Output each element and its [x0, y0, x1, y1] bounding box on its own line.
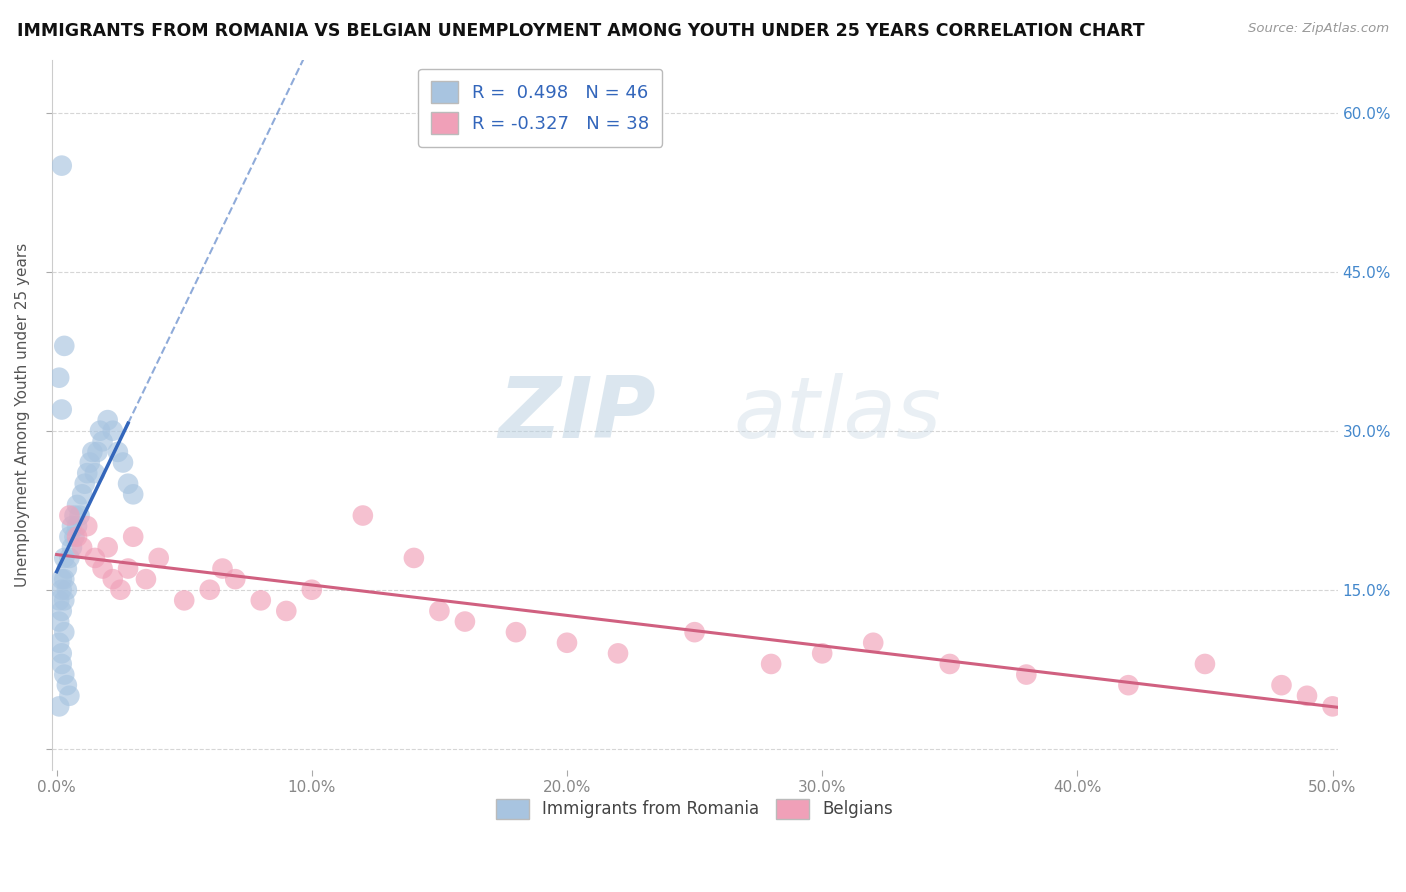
Point	[63, 530, 86, 544]
Point	[607, 646, 630, 660]
Point	[51, 402, 73, 417]
Point	[66, 519, 89, 533]
Point	[811, 646, 834, 660]
Point	[555, 636, 578, 650]
Point	[107, 445, 129, 459]
Point	[1296, 689, 1319, 703]
Text: IMMIGRANTS FROM ROMANIA VS BELGIAN UNEMPLOYMENT AMONG YOUTH UNDER 25 YEARS CORRE: IMMIGRANTS FROM ROMANIA VS BELGIAN UNEMP…	[17, 22, 1144, 40]
Point	[110, 582, 132, 597]
Point	[198, 582, 221, 597]
Point	[58, 530, 80, 544]
Point	[117, 561, 139, 575]
Point	[79, 456, 101, 470]
Point	[76, 519, 98, 533]
Point	[82, 445, 104, 459]
Point	[1322, 699, 1344, 714]
Point	[111, 456, 134, 470]
Point	[63, 508, 86, 523]
Point	[505, 625, 527, 640]
Point	[1118, 678, 1140, 692]
Text: Source: ZipAtlas.com: Source: ZipAtlas.com	[1249, 22, 1389, 36]
Point	[60, 541, 83, 555]
Point	[51, 582, 73, 597]
Point	[60, 519, 83, 533]
Point	[122, 530, 145, 544]
Y-axis label: Unemployment Among Youth under 25 years: Unemployment Among Youth under 25 years	[15, 243, 30, 587]
Text: ZIP: ZIP	[498, 373, 657, 457]
Point	[939, 657, 962, 671]
Point	[101, 572, 124, 586]
Point	[53, 625, 76, 640]
Point	[48, 615, 70, 629]
Point	[759, 657, 782, 671]
Point	[86, 445, 108, 459]
Point	[51, 604, 73, 618]
Point	[51, 646, 73, 660]
Point	[53, 593, 76, 607]
Point	[53, 339, 76, 353]
Point	[101, 424, 124, 438]
Point	[53, 550, 76, 565]
Point	[148, 550, 170, 565]
Point	[70, 541, 93, 555]
Point	[89, 424, 111, 438]
Legend: Immigrants from Romania, Belgians: Immigrants from Romania, Belgians	[489, 792, 900, 826]
Point	[51, 572, 73, 586]
Point	[66, 530, 89, 544]
Point	[51, 159, 73, 173]
Point	[224, 572, 246, 586]
Point	[135, 572, 157, 586]
Point	[249, 593, 271, 607]
Point	[1194, 657, 1216, 671]
Point	[84, 466, 107, 480]
Point	[122, 487, 145, 501]
Point	[70, 487, 93, 501]
Point	[66, 498, 89, 512]
Text: atlas: atlas	[733, 373, 941, 457]
Point	[58, 508, 80, 523]
Point	[117, 476, 139, 491]
Point	[84, 550, 107, 565]
Point	[48, 593, 70, 607]
Point	[91, 434, 114, 449]
Point	[69, 508, 91, 523]
Point	[454, 615, 477, 629]
Point	[402, 550, 425, 565]
Point	[429, 604, 451, 618]
Point	[276, 604, 298, 618]
Point	[51, 657, 73, 671]
Point	[58, 689, 80, 703]
Point	[301, 582, 323, 597]
Point	[91, 561, 114, 575]
Point	[97, 413, 120, 427]
Point	[1015, 667, 1038, 681]
Point	[48, 699, 70, 714]
Point	[48, 370, 70, 384]
Point	[1270, 678, 1292, 692]
Point	[53, 667, 76, 681]
Point	[683, 625, 706, 640]
Point	[58, 550, 80, 565]
Point	[56, 561, 79, 575]
Point	[73, 476, 96, 491]
Point	[48, 636, 70, 650]
Point	[352, 508, 374, 523]
Point	[97, 541, 120, 555]
Point	[56, 678, 79, 692]
Point	[56, 582, 79, 597]
Point	[211, 561, 233, 575]
Point	[76, 466, 98, 480]
Point	[173, 593, 195, 607]
Point	[862, 636, 884, 650]
Point	[53, 572, 76, 586]
